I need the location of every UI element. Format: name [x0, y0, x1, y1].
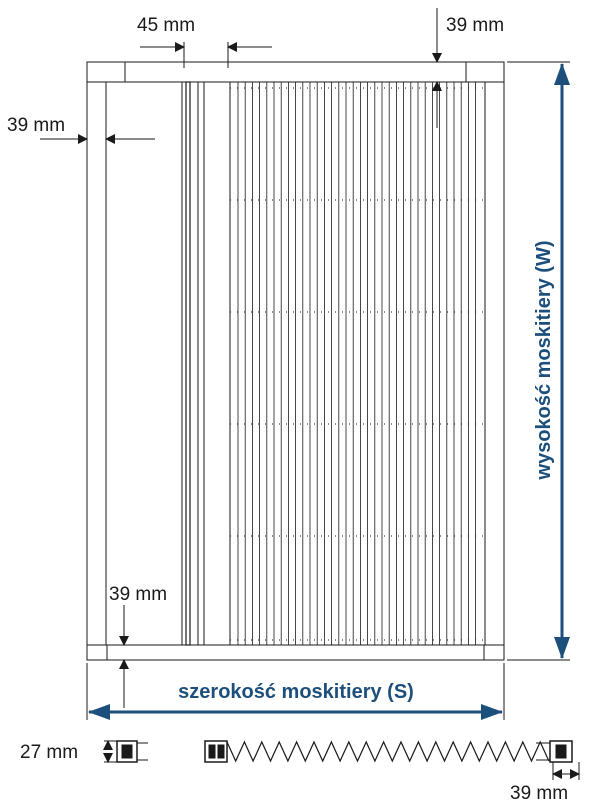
dim-section-depth: 27 mm [20, 740, 117, 763]
dim-height: wysokość moskitiery (W) [507, 61, 570, 661]
height-label: wysokość moskitiery (W) [533, 241, 555, 481]
width-label: szerokość moskitiery (S) [178, 681, 414, 703]
dim-bottom-rail-height-label: 39 mm [109, 584, 167, 605]
dim-bottom-rail-height: 39 mm [109, 584, 167, 708]
top-right-corner [465, 61, 505, 83]
left-side-profile [86, 81, 107, 646]
right-side-profile [484, 81, 505, 646]
cross-section [116, 740, 573, 763]
top-rail [124, 61, 467, 83]
bottom-right-corner [483, 644, 505, 661]
dim-width: szerokość moskitiery (S) [86, 663, 505, 720]
dim-top-rail-height-label: 39 mm [446, 15, 504, 36]
dim-top-rail-offset: 45 mm [137, 15, 272, 68]
pleated-mesh [230, 82, 484, 645]
top-left-corner [86, 61, 126, 83]
pleat-zigzag [226, 740, 550, 763]
dim-side-profile-width: 39 mm [7, 115, 155, 144]
bottom-left-corner [86, 644, 108, 661]
dim-side-profile-width-label: 39 mm [7, 115, 65, 136]
bottom-rail [106, 644, 485, 661]
handle-bar [185, 81, 191, 646]
dim-top-rail-height: 39 mm [432, 8, 504, 128]
dim-section-end-width: 39 mm [510, 762, 580, 804]
dim-section-end-width-label: 39 mm [510, 783, 568, 804]
dim-top-rail-offset-label: 45 mm [137, 15, 195, 36]
dim-section-depth-label: 27 mm [20, 742, 78, 763]
